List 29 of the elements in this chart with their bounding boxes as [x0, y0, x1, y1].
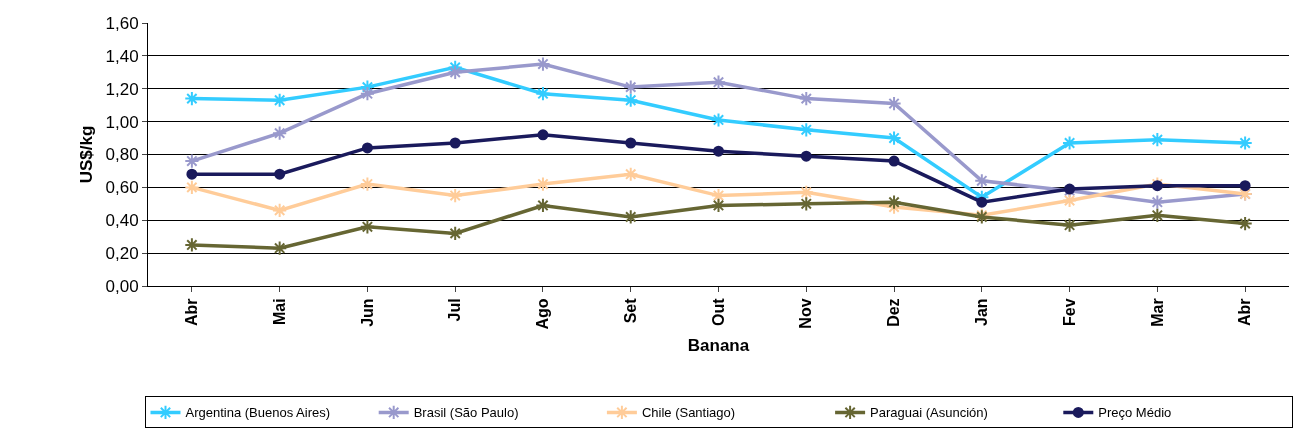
x-tick-label: Jun: [358, 298, 376, 327]
y-tick-label: 1,20: [105, 79, 139, 99]
legend-label: Argentina (Buenos Aires): [185, 405, 331, 421]
x-tick-label: Nov: [797, 298, 815, 329]
legend-label: Brasil (São Paulo): [413, 405, 519, 421]
y-tick-label: 1,60: [105, 13, 139, 33]
y-axis-title: US$/kg: [77, 125, 97, 184]
x-tick-label: Set: [621, 297, 639, 324]
x-tick-label: Fev: [1060, 298, 1078, 326]
y-tick-label: 1,40: [105, 46, 139, 66]
y-tick-label: 0,80: [105, 145, 139, 165]
x-tick-label: Jan: [973, 298, 991, 326]
x-tick-label: Mar: [1148, 298, 1166, 327]
y-tick-label: 1,00: [105, 112, 139, 132]
x-tick-label: Abr: [1236, 298, 1254, 326]
x-tick-label: Dez: [885, 298, 903, 327]
x-tick-label: Ago: [534, 298, 552, 330]
x-tick-label: Jul: [446, 298, 464, 322]
y-tick-label: 0,00: [105, 276, 139, 296]
y-tick-label: 0,20: [105, 244, 139, 264]
x-tick-label: Mai: [270, 298, 288, 326]
legend-label: Chile (Santiago): [641, 405, 736, 421]
y-tick-label: 0,40: [105, 211, 139, 231]
x-axis-title: Banana: [687, 335, 750, 355]
legend-label: Paraguai (Asunción): [870, 405, 988, 421]
legend-label: Preço Médio: [1098, 405, 1172, 421]
y-tick-label: 0,60: [105, 178, 139, 198]
x-tick-label: Abr: [183, 298, 201, 326]
x-tick-label: Out: [709, 297, 727, 326]
